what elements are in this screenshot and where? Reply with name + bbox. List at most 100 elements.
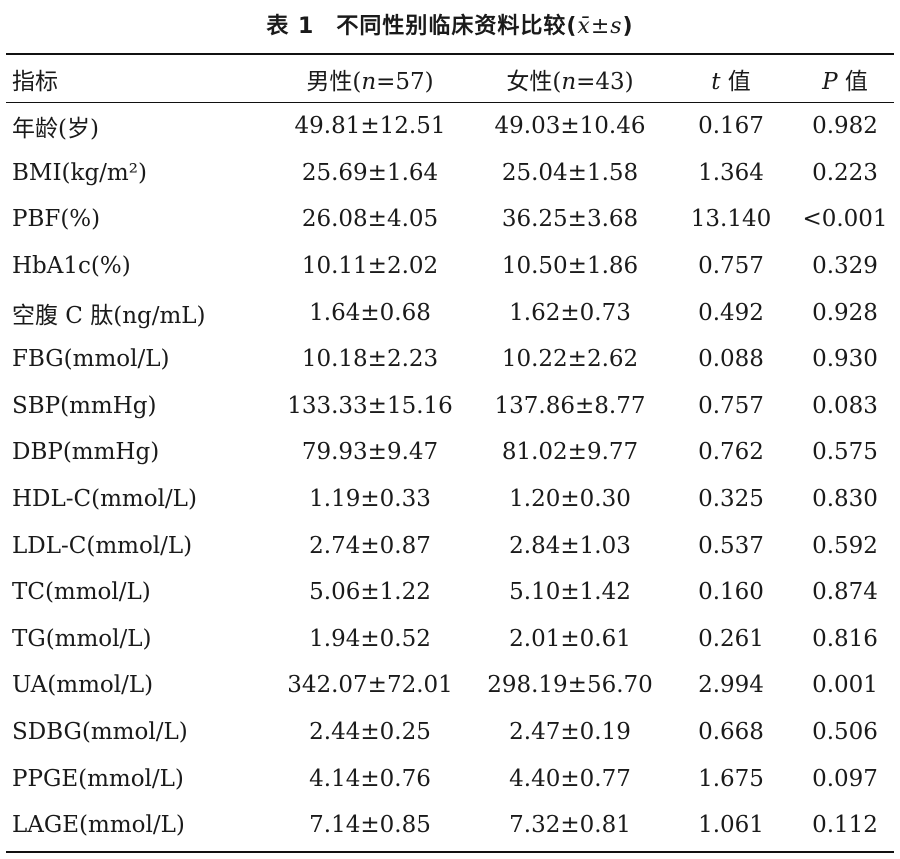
cell-t-value: 0.167 — [698, 113, 764, 140]
header-p-suffix: 值 — [837, 68, 868, 95]
cell-female: 1.20±0.30 — [509, 486, 631, 513]
cell-indicator: PBF(%) — [12, 206, 101, 233]
table-row: DBP(mmHg) 79.93±9.47 81.02±9.77 0.762 0.575 — [6, 429, 900, 476]
table-row: LAGE(mmol/L) 7.14±0.85 7.32±0.81 1.061 0.112 — [6, 802, 900, 849]
cell-male: 10.11±2.02 — [301, 253, 439, 280]
cell-female: 81.02±9.77 — [501, 439, 639, 466]
cell-female: 4.40±0.77 — [509, 765, 631, 792]
cell-p-value: 0.097 — [812, 765, 878, 792]
cell-female: 5.10±1.42 — [509, 579, 631, 606]
table-row: HDL-C(mmol/L) 1.19±0.33 1.20±0.30 0.325 0.83… — [6, 476, 900, 523]
cell-t-value: 0.757 — [698, 392, 764, 419]
header-female-prefix: 女性( — [506, 68, 562, 95]
cell-female: 10.50±1.86 — [501, 253, 639, 280]
cell-indicator: HDL-C(mmol/L) — [12, 486, 197, 513]
cell-male: 49.81±12.51 — [294, 113, 446, 140]
cell-indicator: LAGE(mmol/L) — [12, 812, 185, 839]
cell-male: 1.64±0.68 — [309, 299, 431, 326]
table-row: FBG(mmol/L) 10.18±2.23 10.22±2.62 0.088 0.93… — [6, 336, 900, 383]
cell-t-value: 0.757 — [698, 253, 764, 280]
cell-female: 2.84±1.03 — [509, 532, 631, 559]
table-title-stat: x̄±s — [577, 14, 623, 39]
cell-male: 133.33±15.16 — [287, 392, 453, 419]
cell-female: 49.03±10.46 — [494, 113, 646, 140]
cell-t-value: 0.325 — [698, 486, 764, 513]
cell-indicator: DBP(mmHg) — [12, 439, 160, 466]
cell-t-value: 1.364 — [698, 159, 764, 186]
header-t-value: t 值 — [672, 55, 790, 102]
cell-indicator: TC(mmol/L) — [12, 579, 151, 606]
cell-female: 137.86±8.77 — [494, 392, 646, 419]
cell-male: 2.74±0.87 — [309, 532, 431, 559]
cell-p-value: 0.329 — [812, 253, 878, 280]
header-male-n: n — [361, 68, 377, 95]
cell-indicator: SBP(mmHg) — [12, 392, 157, 419]
table-top-rule — [6, 53, 894, 55]
header-female-suffix: =43) — [576, 68, 634, 95]
cell-male: 2.44±0.25 — [309, 719, 431, 746]
cell-t-value: 13.140 — [690, 206, 772, 233]
cell-t-value: 0.668 — [698, 719, 764, 746]
cell-male: 26.08±4.05 — [301, 206, 439, 233]
table-row: PBF(%) 26.08±4.05 36.25±3.68 13.140 <0.001 — [6, 196, 900, 243]
cell-female: 36.25±3.68 — [501, 206, 639, 233]
header-indicator: 指标 — [12, 68, 58, 95]
cell-female: 2.47±0.19 — [509, 719, 631, 746]
cell-female: 10.22±2.62 — [501, 346, 639, 373]
table-row: 年龄(岁) 49.81±12.51 49.03±10.46 0.167 0.982 — [6, 103, 900, 150]
cell-t-value: 1.061 — [698, 812, 764, 839]
table-row: LDL-C(mmol/L) 2.74±0.87 2.84±1.03 0.537 0.59… — [6, 522, 900, 569]
table-header-row: 指标 男性(n=57) 女性(n=43) t 值 P 值 — [6, 55, 900, 102]
cell-p-value: 0.592 — [812, 532, 878, 559]
cell-t-value: 0.160 — [698, 579, 764, 606]
cell-p-value: 0.083 — [812, 392, 878, 419]
cell-female: 2.01±0.61 — [509, 625, 631, 652]
cell-p-value: 0.874 — [812, 579, 878, 606]
cell-p-value: 0.816 — [812, 625, 878, 652]
cell-t-value: 0.088 — [698, 346, 764, 373]
cell-p-value: 0.928 — [812, 299, 878, 326]
cell-p-value: 0.112 — [812, 812, 878, 839]
header-male-prefix: 男性( — [306, 68, 362, 95]
header-male: 男性(n=57) — [272, 55, 468, 102]
data-table: 指标 男性(n=57) 女性(n=43) t 值 P 值 年龄(岁) 49.81±… — [6, 53, 894, 853]
cell-p-value: 0.223 — [812, 159, 878, 186]
table-header-rule — [6, 102, 894, 103]
header-t-var: t — [711, 68, 721, 95]
cell-indicator: PPGE(mmol/L) — [12, 765, 184, 792]
cell-indicator: LDL-C(mmol/L) — [12, 532, 193, 559]
cell-indicator: UA(mmol/L) — [12, 672, 154, 699]
table-bottom-rule — [6, 850, 894, 853]
table-row: 空腹 C 肽(ng/mL) 1.64±0.68 1.62±0.73 0.492 0.92… — [6, 289, 900, 336]
cell-p-value: 0.930 — [812, 346, 878, 373]
table-row: TG(mmol/L) 1.94±0.52 2.01±0.61 0.261 0.816 — [6, 616, 900, 663]
table-number: 表 1 — [266, 14, 315, 39]
header-p-var: P — [822, 68, 838, 95]
cell-indicator: HbA1c(%) — [12, 253, 131, 280]
cell-male: 1.19±0.33 — [309, 486, 431, 513]
table-row: UA(mmol/L) 342.07±72.01 298.19±56.70 2.994 0… — [6, 662, 900, 709]
header-t-suffix: 值 — [720, 68, 751, 95]
cell-t-value: 2.994 — [698, 672, 764, 699]
cell-female: 1.62±0.73 — [509, 299, 631, 326]
header-female-n: n — [561, 68, 577, 95]
cell-male: 4.14±0.76 — [309, 765, 431, 792]
cell-p-value: 0.506 — [812, 719, 878, 746]
table-caption: 表 1 不同性别临床资料比较(x̄±s) — [0, 10, 900, 44]
cell-male: 1.94±0.52 — [309, 625, 431, 652]
cell-male: 79.93±9.47 — [301, 439, 439, 466]
cell-t-value: 1.675 — [698, 765, 764, 792]
cell-p-value: 0.575 — [812, 439, 878, 466]
cell-female: 25.04±1.58 — [501, 159, 639, 186]
cell-male: 5.06±1.22 — [309, 579, 431, 606]
cell-t-value: 0.261 — [698, 625, 764, 652]
cell-male: 342.07±72.01 — [287, 672, 453, 699]
cell-indicator: TG(mmol/L) — [12, 625, 152, 652]
cell-indicator: FBG(mmol/L) — [12, 346, 170, 373]
table-row: SDBG(mmol/L) 2.44±0.25 2.47±0.19 0.668 0.506 — [6, 709, 900, 756]
cell-indicator: BMI(kg/m²) — [12, 159, 147, 186]
cell-p-value: <0.001 — [802, 206, 888, 233]
cell-p-value: 0.001 — [812, 672, 878, 699]
table-row: HbA1c(%) 10.11±2.02 10.50±1.86 0.757 0.329 — [6, 243, 900, 290]
table-row: TC(mmol/L) 5.06±1.22 5.10±1.42 0.160 0.874 — [6, 569, 900, 616]
